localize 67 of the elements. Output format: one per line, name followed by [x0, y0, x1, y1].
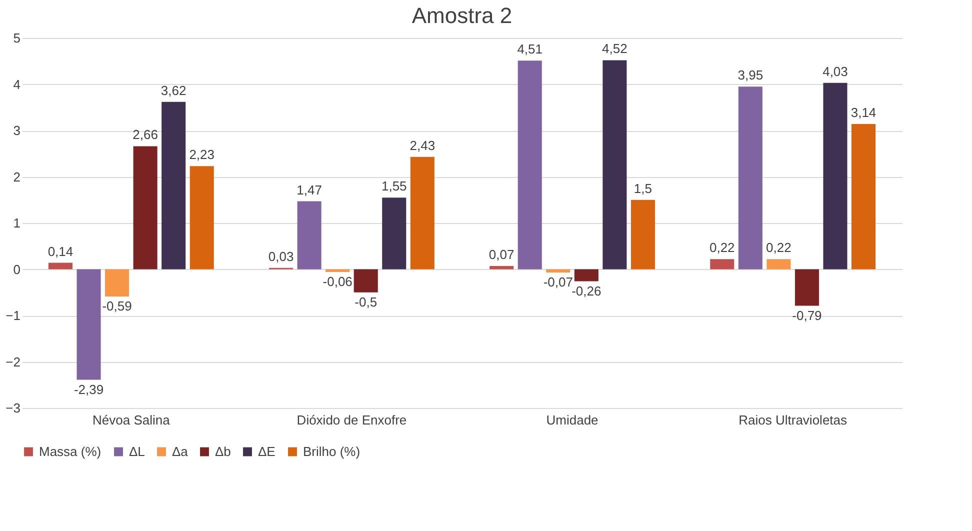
x-tick-label: Raios Ultravioletas [738, 412, 848, 428]
bar [490, 266, 514, 270]
data-label: -0,79 [792, 308, 822, 323]
bar [823, 82, 848, 270]
bar [162, 102, 186, 270]
data-label: 4,51 [517, 42, 543, 57]
bar [766, 259, 791, 270]
data-label: 0,14 [48, 244, 74, 259]
bar [518, 60, 542, 270]
data-label: 4,52 [602, 41, 628, 56]
bar [852, 124, 876, 270]
bar [410, 156, 434, 270]
y-tick-label: −3 [6, 400, 20, 416]
data-label: 0,07 [488, 247, 514, 262]
y-tick-label: 4 [13, 76, 20, 92]
bar [710, 259, 734, 270]
chart-title: Amostra 2 [412, 3, 512, 28]
bar [48, 262, 72, 270]
legend-label: Δb [215, 444, 231, 459]
data-label: -0,5 [354, 294, 378, 310]
data-label: 1,47 [296, 182, 322, 198]
bar [105, 269, 130, 297]
data-label: 3,14 [850, 105, 876, 120]
bar [354, 269, 378, 292]
data-label: 1,55 [381, 178, 407, 194]
data-label: -0,59 [102, 298, 132, 314]
x-tick-label: Dióxido de Enxofre [296, 412, 407, 428]
bar [630, 200, 655, 270]
data-label: 0,03 [268, 248, 294, 264]
data-label: 2,66 [132, 127, 158, 142]
y-tick-label: 3 [13, 123, 20, 138]
legend-label: Massa (%) [39, 444, 102, 459]
y-tick-label: 2 [13, 169, 20, 184]
y-tick-label: −2 [6, 354, 20, 370]
data-label: 4,03 [822, 64, 848, 79]
data-label: -0,07 [543, 274, 573, 290]
bar [602, 60, 627, 270]
data-label: -0,06 [322, 274, 352, 290]
bar [297, 201, 322, 270]
data-label: 2,43 [410, 138, 436, 153]
y-tick-label: 5 [13, 30, 20, 46]
data-label: 0,22 [766, 240, 792, 256]
bar [738, 86, 762, 270]
data-label: 2,23 [189, 147, 215, 162]
legend-label: Δa [172, 444, 189, 459]
data-label: 3,62 [160, 82, 186, 98]
legend-label: ΔL [129, 444, 145, 459]
bar [574, 269, 598, 282]
data-label: -0,26 [572, 283, 602, 298]
y-tick-label: 0 [13, 262, 20, 277]
bar [546, 269, 570, 272]
data-label: 0,22 [709, 240, 735, 256]
x-tick-label: Umidade [546, 412, 598, 428]
bar [76, 269, 101, 380]
bar [133, 146, 158, 270]
bar [190, 166, 214, 270]
y-tick-label: 1 [13, 216, 20, 230]
data-label: 3,95 [738, 68, 764, 83]
bar [326, 269, 350, 272]
legend-label: Brilho (%) [303, 444, 360, 459]
y-tick-label: −1 [6, 308, 20, 323]
bar [382, 198, 406, 270]
legend-label: ΔE [258, 444, 276, 459]
bar [794, 269, 819, 306]
data-label: 1,5 [634, 180, 652, 196]
x-tick-label: Névoa Salina [92, 412, 171, 428]
data-label: -2,39 [74, 382, 104, 397]
